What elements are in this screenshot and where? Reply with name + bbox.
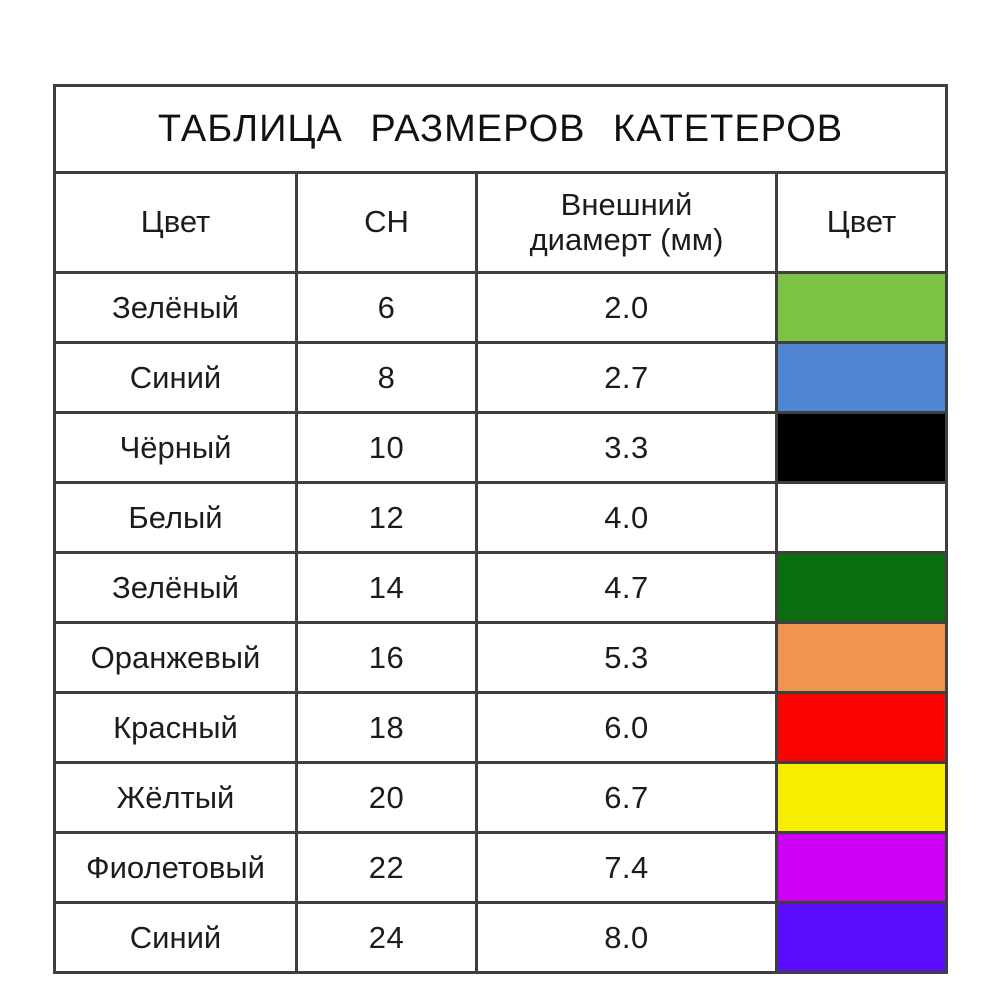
cell-diameter: 6.7	[475, 761, 778, 834]
cell-color-name: Жёлтый	[53, 761, 298, 834]
cell-color-name: Синий	[53, 901, 298, 974]
cell-diameter: 4.7	[475, 551, 778, 624]
table-header-row: Цвет СН Внешний диамерт (мм) Цвет	[53, 171, 948, 274]
cell-ch: 12	[295, 481, 478, 554]
table-row: Зелёный 14 4.7	[53, 551, 948, 624]
color-swatch	[775, 481, 948, 554]
cell-color-name: Красный	[53, 691, 298, 764]
table-row: Белый 12 4.0	[53, 481, 948, 554]
color-swatch	[775, 411, 948, 484]
cell-ch: 20	[295, 761, 478, 834]
cell-color-name: Синий	[53, 341, 298, 414]
cell-color-name: Белый	[53, 481, 298, 554]
cell-ch: 8	[295, 341, 478, 414]
cell-ch: 6	[295, 271, 478, 344]
table-row: Чёрный 10 3.3	[53, 411, 948, 484]
color-swatch	[775, 761, 948, 834]
table-row: Красный 18 6.0	[53, 691, 948, 764]
cell-color-name: Зелёный	[53, 271, 298, 344]
table-row: Оранжевый 16 5.3	[53, 621, 948, 694]
cell-diameter: 2.7	[475, 341, 778, 414]
cell-color-name: Оранжевый	[53, 621, 298, 694]
color-swatch	[775, 551, 948, 624]
cell-ch: 16	[295, 621, 478, 694]
column-header-outer-diameter: Внешний диамерт (мм)	[475, 171, 778, 274]
table-row: Синий 24 8.0	[53, 901, 948, 974]
color-swatch	[775, 901, 948, 974]
cell-ch: 14	[295, 551, 478, 624]
cell-diameter: 4.0	[475, 481, 778, 554]
cell-diameter: 2.0	[475, 271, 778, 344]
table-row: Жёлтый 20 6.7	[53, 761, 948, 834]
cell-ch: 18	[295, 691, 478, 764]
cell-ch: 22	[295, 831, 478, 904]
column-header-outer-diameter-line1: Внешний	[560, 187, 693, 223]
cell-diameter: 6.0	[475, 691, 778, 764]
cell-diameter: 3.3	[475, 411, 778, 484]
cell-ch: 10	[295, 411, 478, 484]
color-swatch	[775, 271, 948, 344]
column-header-ch: СН	[295, 171, 478, 274]
table-row: Синий 8 2.7	[53, 341, 948, 414]
cell-diameter: 5.3	[475, 621, 778, 694]
cell-diameter: 7.4	[475, 831, 778, 904]
cell-color-name: Зелёный	[53, 551, 298, 624]
cell-diameter: 8.0	[475, 901, 778, 974]
color-swatch	[775, 831, 948, 904]
cell-color-name: Фиолетовый	[53, 831, 298, 904]
column-header-color-name: Цвет	[53, 171, 298, 274]
table-title-row: ТАБЛИЦА РАЗМЕРОВ КАТЕТЕРОВ	[53, 84, 948, 174]
table-title: ТАБЛИЦА РАЗМЕРОВ КАТЕТЕРОВ	[53, 84, 948, 174]
column-header-color-swatch: Цвет	[775, 171, 948, 274]
color-swatch	[775, 341, 948, 414]
color-swatch	[775, 621, 948, 694]
table-row: Зелёный 6 2.0	[53, 271, 948, 344]
table-row: Фиолетовый 22 7.4	[53, 831, 948, 904]
catheter-size-table: ТАБЛИЦА РАЗМЕРОВ КАТЕТЕРОВ Цвет СН Внешн…	[53, 84, 948, 974]
color-swatch	[775, 691, 948, 764]
column-header-outer-diameter-line2: диамерт (мм)	[529, 221, 724, 257]
cell-ch: 24	[295, 901, 478, 974]
cell-color-name: Чёрный	[53, 411, 298, 484]
